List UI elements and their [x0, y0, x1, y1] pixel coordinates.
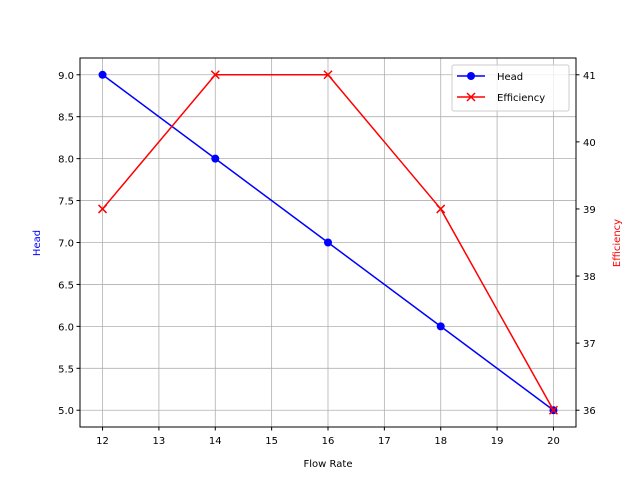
legend-efficiency-label: Efficiency [497, 93, 545, 104]
legend-head-marker [467, 72, 475, 80]
y-tick-label-right: 40 [583, 138, 596, 149]
head-point [211, 154, 220, 163]
y-axis-label-left: Head [32, 230, 43, 256]
legend: Head Efficiency [451, 64, 570, 112]
series-layer [98, 70, 558, 415]
head-point [98, 70, 107, 79]
efficiency-point [210, 70, 220, 80]
x-tick-label: 12 [96, 436, 109, 447]
x-tick-label: 14 [209, 436, 222, 447]
efficiency-point [98, 204, 108, 214]
x-tick-label: 18 [434, 436, 447, 447]
x-tick-label: 20 [547, 436, 560, 447]
y-tick-label-left: 7.0 [58, 239, 74, 250]
y-tick-label-left: 6.0 [58, 322, 74, 333]
y-tick-label-left: 6.5 [58, 280, 74, 291]
efficiency-point [548, 405, 558, 415]
x-tick-label: 19 [491, 436, 504, 447]
legend-head-label: Head [497, 72, 523, 83]
y-tick-label-left: 9.0 [58, 71, 74, 82]
y-tick-label-left: 7.5 [58, 197, 74, 208]
ticks: 12 13 14 15 16 17 18 19 20 5.0 5.5 6.0 6.5 7.0 7.5 8.0 8… [58, 71, 596, 447]
efficiency-point [323, 70, 333, 80]
y-tick-label-left: 8.0 [58, 155, 74, 166]
y-tick-label-left: 5.5 [58, 364, 74, 375]
efficiency-point [436, 204, 446, 214]
y-axis-label-right: Efficiency [612, 219, 623, 267]
y-tick-label-left: 5.0 [58, 406, 74, 417]
x-axis-label: Flow Rate [304, 459, 353, 470]
y-tick-label-right: 41 [583, 71, 596, 82]
y-tick-label-right: 36 [583, 406, 596, 417]
legend-efficiency-marker [466, 92, 476, 102]
y-tick-label-right: 39 [583, 205, 596, 216]
x-tick-label: 16 [322, 436, 335, 447]
x-tick-label: 15 [265, 436, 278, 447]
head-point [324, 238, 332, 247]
y-tick-label-left: 8.5 [58, 113, 74, 124]
y-tick-label-right: 37 [583, 339, 596, 350]
x-tick-label: 17 [378, 436, 391, 447]
head-point [436, 322, 445, 331]
y-tick-label-right: 38 [583, 272, 596, 283]
x-tick-label: 13 [153, 436, 166, 447]
